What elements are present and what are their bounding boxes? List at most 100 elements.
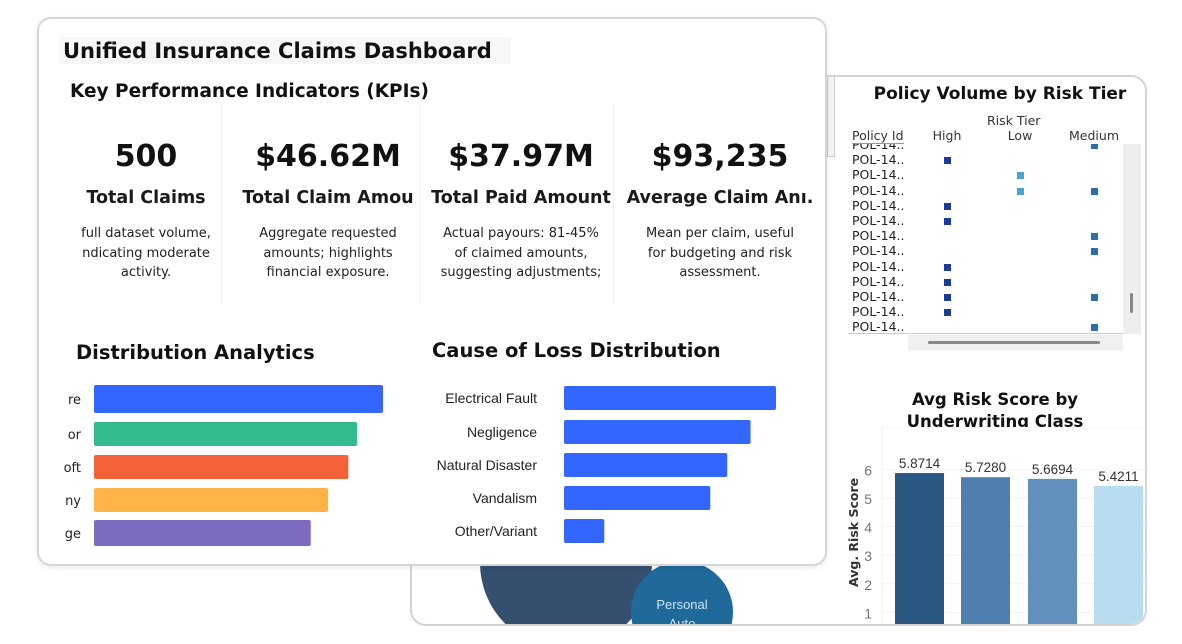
kpi-desc: full dataset volume, ndicating moderate … (81, 226, 211, 280)
heatmap-row[interactable]: POL-14.. (848, 304, 1123, 319)
heatmap-mark-high[interactable] (944, 294, 951, 301)
heatmap-body: POL-14.. POL-14.. POL-14.. POL-14.. POL-14..… (848, 144, 1123, 334)
kpi-value: $46.62M (255, 139, 401, 174)
kpi-desc: Mean per claim, useful for budgeting and… (646, 226, 794, 280)
heatmap-column-header: Medium (1069, 128, 1119, 143)
heatmap-row[interactable]: POL-14.. (848, 152, 1123, 167)
heatmap-column-header: Low (1007, 128, 1033, 143)
y-tick-label: 5 (864, 491, 872, 507)
heatmap-mark-medium[interactable] (1091, 233, 1098, 241)
risk-chart-title: Avg Risk Score by Underwriting Class (906, 390, 1084, 431)
kpi-desc: Actual payours: 81-45% of claimed amount… (440, 226, 602, 280)
distribution-bar (94, 520, 311, 546)
y-tick-label: 2 (864, 577, 872, 593)
policy-id: POL-14.. (852, 228, 905, 244)
heatmap-row[interactable]: POL-14.. (848, 259, 1123, 274)
heatmap-mark-medium[interactable] (1091, 187, 1098, 195)
risk-bar-label: 5.6694 (1032, 462, 1074, 477)
policy-id: POL-14.. (852, 243, 905, 259)
kpi-card-total-claim-amount: $46.62M Total Claim Amou Aggregate request… (237, 104, 420, 304)
heatmap-mark-low[interactable] (1017, 172, 1024, 180)
distribution-label: re (68, 393, 81, 408)
cause-label: Natural Disaster (437, 457, 538, 473)
heatmap-mark-medium[interactable] (1091, 324, 1098, 332)
heatmap-row[interactable]: POL-14.. (848, 228, 1123, 243)
heatmap-mark-high[interactable] (944, 278, 951, 286)
heatmap-row[interactable]: POL-14.. (848, 167, 1123, 182)
kpi-value: 500 (114, 139, 178, 174)
distribution-bar (94, 488, 329, 512)
policy-id: POL-14.. (852, 167, 905, 183)
heatmap-column-header: High (932, 128, 962, 143)
cause-bar (564, 386, 776, 410)
cause-chart: Electrical Fault Negligence Natural Disast… (437, 386, 776, 543)
kpi-label: Total Paid Amount (431, 188, 611, 208)
heatmap-vertical-scrollbar[interactable] (1123, 144, 1141, 334)
heatmap-row[interactable]: POL-14.. (848, 198, 1123, 213)
risk-bar (1094, 485, 1143, 624)
risk-bar (961, 477, 1010, 624)
heatmap-row[interactable]: POL-14.. (848, 183, 1123, 198)
kpi-card-total-paid-amount: $37.97M Total Paid Amount Actual payours: … (427, 104, 614, 304)
heatmap-row[interactable]: POL-14.. (848, 144, 1123, 152)
heatmap-mark-high[interactable] (944, 263, 951, 271)
heatmap-mark-high[interactable] (944, 157, 951, 165)
kpi-header: Key Performance Indicators (KPIs) (70, 81, 429, 102)
heatmap-mark-high[interactable] (944, 218, 951, 225)
kpi-card-total-claims: 500 Total Claims full dataset volume, ndic… (66, 104, 222, 304)
policy-id: POL-14.. (852, 319, 905, 334)
distribution-chart: re or oft ny ge (64, 385, 383, 546)
kpi-label: Average Claim Anı. (626, 188, 814, 208)
heatmap-mark-high[interactable] (944, 202, 951, 210)
kpi-label: Total Claim Amou (242, 188, 414, 208)
y-tick-label: 1 (864, 605, 872, 621)
heatmap-row[interactable]: POL-14.. (848, 319, 1123, 334)
dashboard-title: Unified Insurance Claims Dashboard (59, 37, 511, 64)
heatmap-mark-low[interactable] (1017, 187, 1024, 195)
policy-id: POL-14.. (852, 152, 905, 168)
distribution-label: ge (65, 527, 81, 542)
kpi-label: Total Claims (86, 188, 206, 208)
risk-bar-label: 5.4211 (1098, 469, 1138, 484)
kpi-value: $93,235 (651, 139, 789, 174)
risk-bar (895, 473, 944, 624)
distribution-bar (94, 385, 383, 413)
cause-label: Other/Variant (455, 523, 537, 539)
distribution-bar (94, 455, 349, 479)
risk-bar (1028, 478, 1077, 624)
kpi-card-average-claim: $93,235 Average Claim Anı. Mean per claim,… (622, 104, 818, 304)
heatmap-row[interactable]: POL-14.. (848, 213, 1123, 228)
cause-label: Vandalism (473, 490, 537, 506)
policy-id: POL-14.. (852, 144, 905, 152)
heatmap-title: Policy Volume by Risk Tier (873, 84, 1127, 104)
y-tick-label: 6 (864, 462, 872, 478)
heatmap-row[interactable]: POL-14.. (848, 289, 1123, 304)
heatmap-row[interactable]: POL-14.. (848, 274, 1123, 289)
cause-label: Negligence (467, 424, 537, 440)
cause-bar (564, 453, 728, 477)
cause-label: Electrical Fault (445, 390, 537, 406)
heatmap-row[interactable]: POL-14.. (848, 243, 1123, 258)
y-tick-label: 4 (864, 520, 872, 536)
y-axis-label: Avg. Risk Score (846, 478, 861, 587)
risk-bar-label: 5.7280 (965, 460, 1006, 475)
heatmap-mark-medium[interactable] (1091, 248, 1098, 256)
policy-id: POL-14.. (852, 273, 905, 289)
distribution-label: oft (64, 461, 81, 476)
cause-bar (564, 420, 751, 444)
heatmap-mark-medium[interactable] (1091, 294, 1098, 301)
policy-id: POL-14.. (852, 304, 905, 320)
policy-id: POL-14.. (852, 258, 905, 274)
cause-bar (564, 486, 711, 510)
heatmap-mark-high[interactable] (944, 309, 951, 317)
heatmap-mark-medium[interactable] (1091, 144, 1098, 149)
y-tick-label: 3 (864, 548, 872, 564)
side-scrollbar[interactable] (827, 77, 835, 157)
kpi-desc: Aggregate requested amounts; highlights … (259, 226, 397, 280)
kpi-value: $37.97M (448, 139, 594, 174)
heatmap-horizontal-scrollbar[interactable] (908, 335, 1123, 350)
policy-id: POL-14.. (852, 182, 905, 198)
heatmap-row-header: Policy Id (852, 128, 904, 144)
front-dashboard-panel: Unified Insurance Claims Dashboard Key P… (37, 17, 827, 566)
bubble-label: Personal Auto (656, 597, 708, 626)
